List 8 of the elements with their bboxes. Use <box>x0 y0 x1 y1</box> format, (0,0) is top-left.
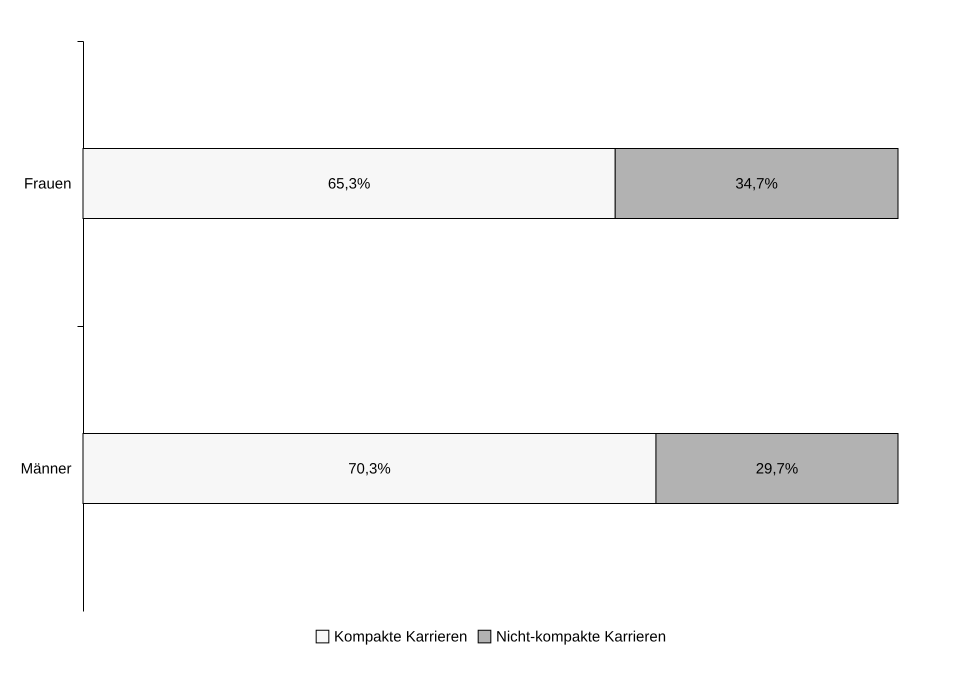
legend-label: Nicht-kompakte Karrieren <box>496 628 666 646</box>
y-tick-label: Frauen <box>24 176 72 192</box>
data-label: 65,3% <box>328 176 370 192</box>
y-tick-label: Männer <box>20 460 72 478</box>
data-label: 29,7% <box>756 460 798 478</box>
data-label: 34,7% <box>735 176 778 192</box>
legend-label: Kompakte Karrieren <box>334 628 468 646</box>
data-label: 70,3% <box>348 460 391 478</box>
